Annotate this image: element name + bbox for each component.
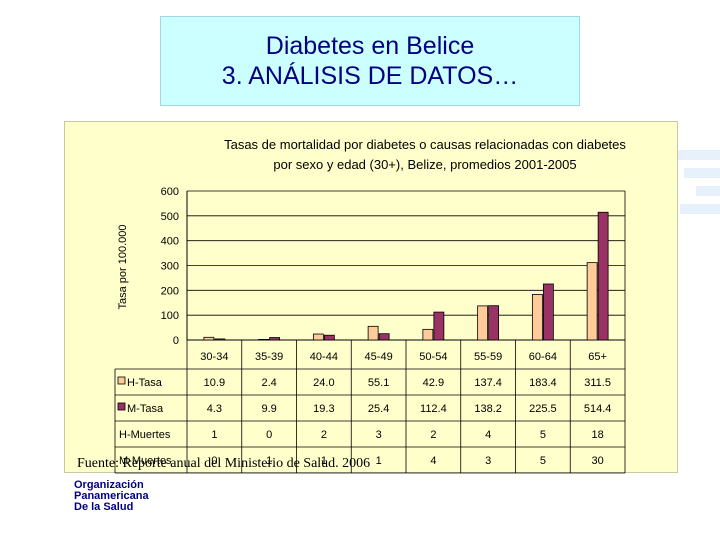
slide-title-box: Diabetes en Belice 3. ANÁLISIS DE DATOS… — [160, 16, 580, 106]
table-cell: 0 — [266, 429, 272, 441]
bar-h-tasa — [312, 333, 324, 341]
bar-h-tasa — [367, 325, 379, 341]
x-category-label: 50-54 — [419, 351, 447, 363]
x-category-label: 40-44 — [310, 351, 338, 363]
table-cell: 18 — [592, 429, 604, 441]
x-category-label: 60-64 — [529, 351, 557, 363]
legend-key-h-tasa — [117, 376, 126, 385]
table-cell: 183.4 — [529, 377, 557, 389]
table-cell: 4.3 — [207, 403, 222, 415]
x-category-label: 55-59 — [474, 351, 502, 363]
y-tick-label: 0 — [173, 335, 179, 347]
table-cell: 225.5 — [529, 403, 557, 415]
table-cell: 4 — [485, 429, 491, 441]
y-tick-label: 400 — [161, 236, 179, 248]
table-cell: 1 — [211, 429, 217, 441]
bar-h-tasa — [258, 339, 270, 341]
chart-title-line2: por sexo y edad (30+), Belize, promedios… — [273, 157, 577, 172]
table-row-label: H-Muertes — [119, 429, 171, 441]
table-cell: 112.4 — [420, 403, 447, 415]
table-cell: 25.4 — [368, 403, 389, 415]
slide-subtitle: 3. ANÁLISIS DE DATOS… — [221, 62, 519, 90]
table-cell: 137.4 — [474, 377, 502, 389]
bar-h-tasa — [203, 336, 215, 341]
y-tick-label: 600 — [161, 186, 179, 198]
table-cell: 3 — [485, 455, 491, 467]
bar-h-tasa — [422, 328, 434, 341]
table-cell: 2.4 — [261, 377, 276, 389]
bar-h-tasa — [477, 305, 489, 341]
y-tick-label: 300 — [161, 261, 179, 273]
bar-m-tasa — [488, 305, 500, 341]
background-stripe — [696, 186, 720, 196]
table-cell: 42.9 — [423, 377, 444, 389]
y-axis-label: Tasa por 100.000 — [117, 224, 129, 309]
table-cell: 4 — [430, 455, 436, 467]
bar-m-tasa — [214, 338, 226, 341]
table-cell: 514.4 — [584, 403, 612, 415]
chart-title: Tasas de mortalidad por diabetes o causa… — [165, 135, 685, 175]
chart-panel: Tasas de mortalidad por diabetes o causa… — [64, 121, 678, 474]
paho-logo-text: Organización Panamericana De la Salud — [74, 480, 149, 513]
bar-m-tasa — [323, 334, 335, 341]
background-stripe — [680, 204, 720, 214]
table-cell: 0 — [211, 455, 217, 467]
table-cell: 2 — [430, 429, 436, 441]
source-note: Fuente: Reporte anual del Ministerio de … — [77, 456, 371, 471]
table-cell: 5 — [540, 455, 546, 467]
background-stripe — [672, 150, 720, 160]
y-tick-label: 200 — [161, 285, 179, 297]
table-cell: 138.2 — [474, 403, 502, 415]
table-cell: 55.1 — [368, 377, 389, 389]
background-stripe — [684, 168, 720, 178]
bar-m-tasa — [269, 337, 281, 341]
y-tick-label: 100 — [161, 310, 179, 322]
y-tick-label: 500 — [161, 211, 179, 223]
table-cell: 30 — [592, 455, 604, 467]
table-row-label: M-Muertes — [119, 455, 172, 467]
table-cell: 1 — [266, 455, 272, 467]
x-category-label: 45-49 — [365, 351, 393, 363]
legend-key-m-tasa — [117, 402, 126, 411]
table-cell: 19.3 — [313, 403, 334, 415]
bar-m-tasa — [378, 333, 390, 341]
table-cell: 24.0 — [313, 377, 334, 389]
logo-line1: Organización — [74, 479, 144, 491]
bar-h-tasa — [531, 294, 543, 341]
table-cell: 1 — [376, 455, 382, 467]
logo-line3: De la Salud — [74, 501, 134, 513]
x-category-label: 65+ — [588, 351, 607, 363]
table-cell: 5 — [540, 429, 546, 441]
bar-m-tasa — [433, 311, 445, 341]
table-row-label: M-Tasa — [127, 403, 164, 415]
table-cell: 10.9 — [204, 377, 225, 389]
table-cell: 1 — [321, 455, 327, 467]
bar-m-tasa — [542, 283, 554, 341]
bar-h-tasa — [586, 262, 598, 341]
chart-title-line1: Tasas de mortalidad por diabetes o causa… — [224, 137, 626, 152]
table-cell: 9.9 — [261, 403, 276, 415]
table-cell: 2 — [321, 429, 327, 441]
table-cell: 311.5 — [584, 377, 611, 389]
slide-title: Diabetes en Belice — [265, 32, 475, 60]
x-category-label: 35-39 — [255, 351, 283, 363]
logo-line2: Panamericana — [74, 490, 149, 502]
x-category-label: 30-34 — [200, 351, 228, 363]
table-cell: 3 — [376, 429, 382, 441]
table-row-label: H-Tasa — [127, 377, 163, 389]
bar-m-tasa — [597, 211, 609, 341]
